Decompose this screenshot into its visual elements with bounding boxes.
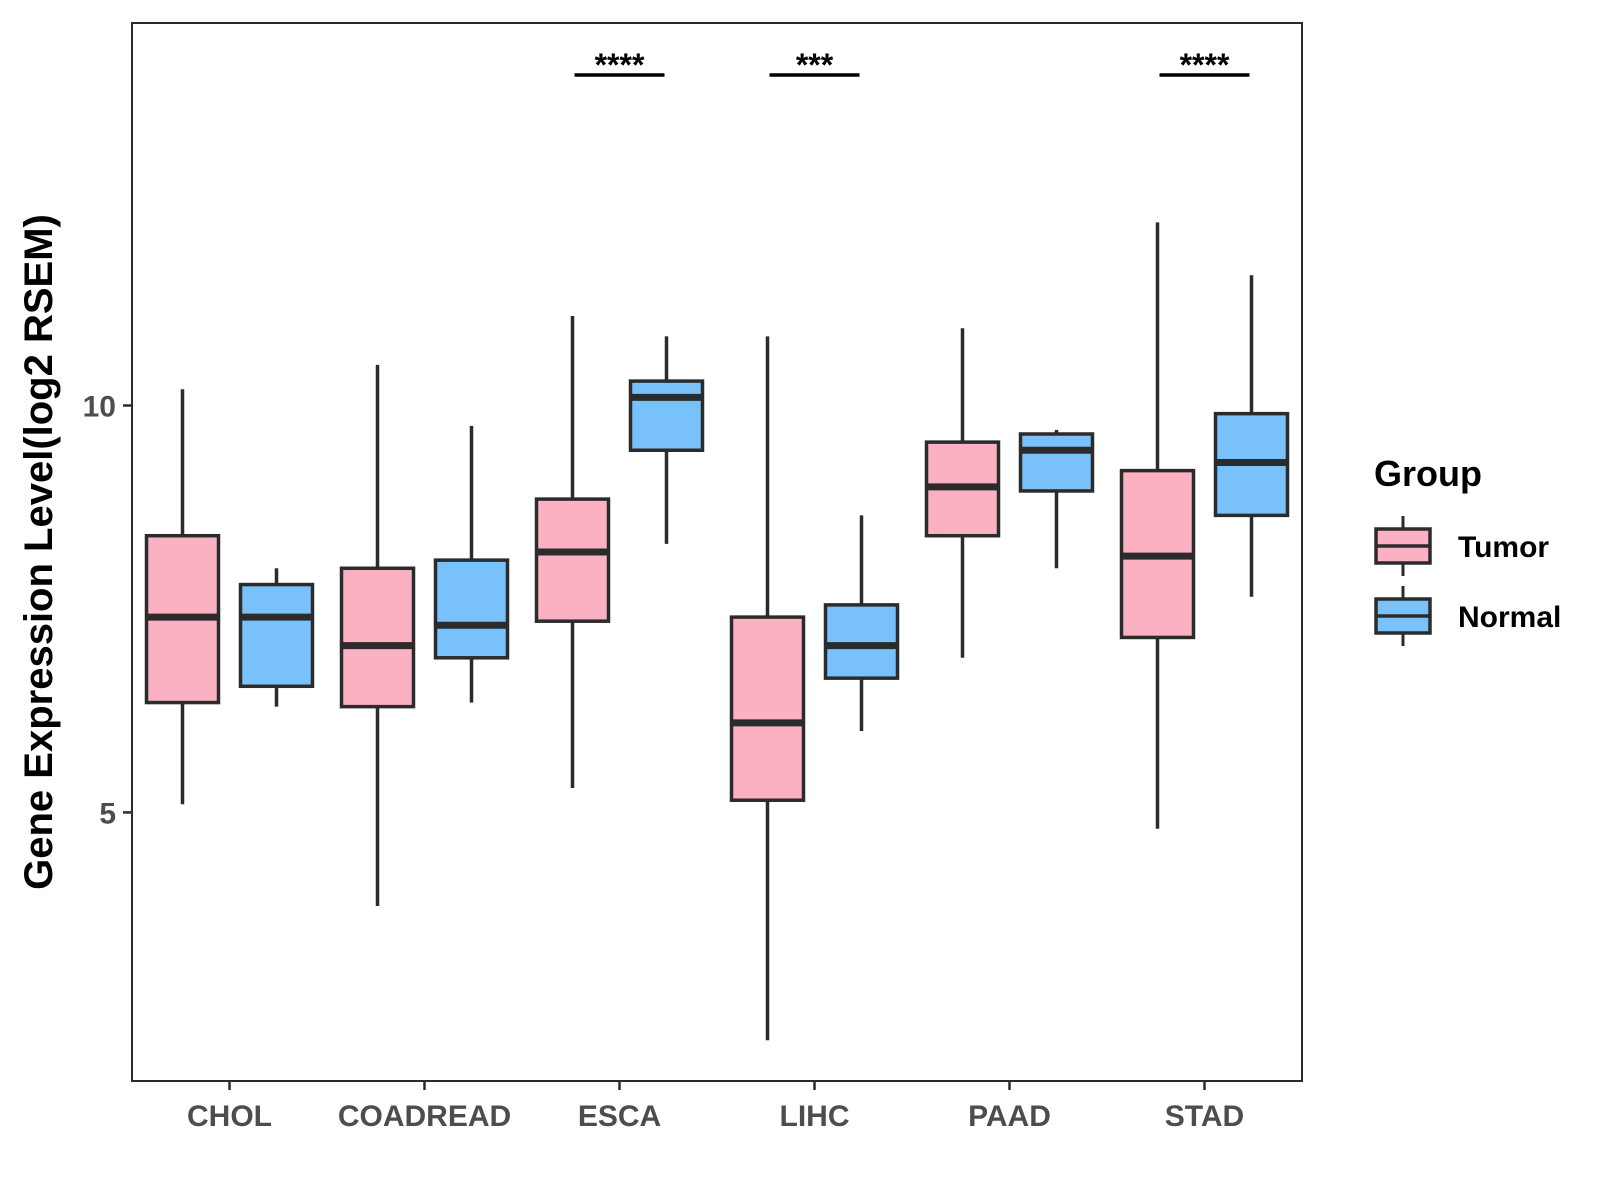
box-tumor-lihc [729,615,806,802]
x-tick-label: LIHC [780,1100,850,1133]
plot-panel-border [131,22,1303,1082]
box-normal-paad [1018,432,1095,493]
significance-label-esca: **** [595,47,645,83]
legend-title: Group [1374,453,1482,494]
box-tumor-coadread [339,566,416,709]
y-tick-label: 10 [83,391,116,424]
x-tick-label: CHOL [187,1100,272,1133]
y-axis-label: Gene Expression Level(log2 RSEM) [17,214,61,890]
significance-label-stad: **** [1180,47,1230,83]
x-tick-label: STAD [1165,1100,1244,1133]
y-tick-label: 5 [99,797,116,830]
x-tick-label: ESCA [578,1100,661,1133]
x-tick-label: PAAD [968,1100,1051,1133]
box-normal-chol [238,582,315,689]
legend-label-tumor: Tumor [1458,531,1549,564]
box-normal-esca [628,379,705,453]
legend: Tumor Normal [1374,516,1561,646]
significance-label-lihc: *** [796,47,834,83]
box-tumor-esca [534,497,611,623]
box-normal-coadread [433,558,510,660]
box-normal-lihc [823,603,900,680]
x-tick-label: COADREAD [338,1100,511,1133]
legend-label-normal: Normal [1458,601,1561,634]
